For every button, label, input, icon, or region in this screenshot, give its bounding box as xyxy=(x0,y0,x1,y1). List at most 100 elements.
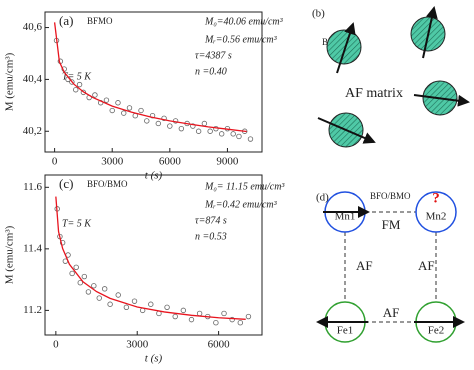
mn-site xyxy=(415,191,457,233)
annotation: M₀=40.06 emu/cm³ xyxy=(204,16,284,27)
sample-label: BFMO xyxy=(87,16,113,26)
data-point xyxy=(221,310,227,317)
grain xyxy=(326,29,362,65)
data-point xyxy=(213,319,219,326)
data-point xyxy=(164,304,170,311)
fit-line xyxy=(53,22,247,133)
data-point xyxy=(115,292,121,298)
data-point xyxy=(103,97,110,103)
unknown-mark: ? xyxy=(432,190,440,206)
annotation: Mᵣ=0.56 emu/cm³ xyxy=(204,34,278,45)
data-point xyxy=(92,92,98,98)
x-tick-label: 0 xyxy=(52,156,58,168)
data-point xyxy=(201,120,208,127)
data-point xyxy=(76,81,83,88)
plot-frame xyxy=(44,11,263,153)
annotation: Mᵣ=0.42 emu/cm³ xyxy=(204,199,278,210)
data-point xyxy=(190,123,196,129)
data-point xyxy=(236,133,242,140)
x-tick-label: 3000 xyxy=(101,156,124,168)
data-point xyxy=(155,120,162,127)
data-point xyxy=(195,128,202,134)
data-point xyxy=(138,107,144,114)
bonds xyxy=(344,211,437,323)
data-point xyxy=(172,313,178,320)
y-tick-label: 11.4 xyxy=(23,242,42,254)
annotation: T= 5 K xyxy=(62,71,92,82)
y-axis-label: M (emu/cm³) xyxy=(4,52,16,111)
edge-label: AF xyxy=(383,305,400,320)
data-point xyxy=(180,307,187,314)
data-point xyxy=(81,273,88,280)
panel-label: (b) xyxy=(312,8,325,20)
data-point xyxy=(107,301,113,307)
data-point xyxy=(237,319,243,326)
data-point xyxy=(126,105,133,111)
panel-label: (a) xyxy=(59,13,73,28)
data-point xyxy=(69,79,75,85)
data-point xyxy=(96,295,102,301)
edge-label: AF xyxy=(356,258,373,273)
data-point xyxy=(101,286,108,292)
diagram-title: BFO/BMO xyxy=(370,191,411,201)
data-point xyxy=(207,128,213,134)
spin-arrow xyxy=(336,22,356,74)
fit-line xyxy=(55,196,246,320)
node-label: Fe2 xyxy=(428,325,445,337)
data-point xyxy=(73,264,79,271)
data-point xyxy=(85,289,92,295)
data-point xyxy=(230,131,236,137)
node-label: Fe1 xyxy=(337,325,354,337)
node-label: Mn1 xyxy=(335,211,356,223)
plot-frame xyxy=(44,174,263,336)
y-tick-label: 40,2 xyxy=(23,125,42,137)
spin-arrow xyxy=(413,94,470,107)
x-axis-label: t (s) xyxy=(145,353,163,365)
y-axis-label: M (emu/cm³) xyxy=(4,225,16,284)
data-point xyxy=(131,298,138,304)
data-point xyxy=(167,123,173,129)
y-tick-label: 11.2 xyxy=(23,304,42,316)
annotation: M₀= 11.15 emu/cm³ xyxy=(204,181,285,192)
spin-arrow xyxy=(317,117,376,144)
data-point xyxy=(161,115,167,121)
panel-label: (d) xyxy=(316,192,329,204)
data-point xyxy=(91,283,97,289)
x-tick-label: 9000 xyxy=(216,156,239,168)
data-point xyxy=(77,279,83,286)
annotation: n =0.40 xyxy=(195,66,227,77)
y-tick-label: 40,4 xyxy=(23,73,43,85)
chart: 0 3000 6000 11.2 11.4 11.6 t (s) M (emu/cm³) (c)… xyxy=(4,174,285,365)
data-point xyxy=(109,107,115,114)
diagram-b: (b) BFMO AF matrix xyxy=(312,6,470,148)
data-point xyxy=(229,316,235,323)
data-point xyxy=(121,110,127,116)
sample-label: BFO/BMO xyxy=(87,179,128,189)
x-tick-label: 6000 xyxy=(159,156,182,168)
matrix-label: AF matrix xyxy=(345,86,403,101)
data-point xyxy=(73,87,79,93)
annotation: n =0.53 xyxy=(195,231,227,242)
data-point xyxy=(80,89,87,96)
data-point xyxy=(69,270,75,277)
data-point xyxy=(218,131,225,137)
y-tick-label: 11.6 xyxy=(23,181,42,193)
data-point xyxy=(247,136,254,142)
panel-label: (c) xyxy=(59,176,73,191)
data-point xyxy=(245,313,252,320)
edge-label: AF xyxy=(418,258,435,273)
edge-label: FM xyxy=(382,217,401,232)
data-point xyxy=(115,100,121,106)
data-point xyxy=(123,304,130,311)
data-point xyxy=(188,316,195,323)
x-tick-label: 0 xyxy=(53,339,59,351)
data-point xyxy=(148,301,154,307)
annotation: T= 5 K xyxy=(62,218,92,229)
x-axis-label: t (s) xyxy=(145,170,163,182)
data-point xyxy=(59,239,66,246)
data-point xyxy=(178,125,185,132)
node-label: Mn2 xyxy=(426,211,447,223)
annotation: τ=4387 s xyxy=(195,50,232,61)
